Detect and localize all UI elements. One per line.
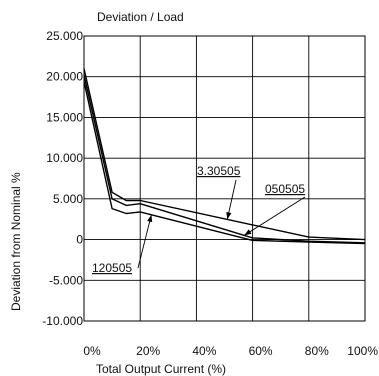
annotation-label-050505: 050505 xyxy=(265,182,305,196)
annotation-leader xyxy=(243,196,306,236)
y-tick-label: 25.000 xyxy=(46,29,83,43)
y-tick-label: 20.000 xyxy=(46,70,83,84)
y-tick-label: -5.000 xyxy=(49,273,83,287)
y-tick-label: 10.000 xyxy=(46,151,83,165)
x-tick-label: 60% xyxy=(249,344,273,358)
series-line-120505 xyxy=(83,81,366,245)
y-axis-label: Deviation from Nominal % xyxy=(9,172,23,311)
annotation-arrowhead xyxy=(226,212,232,220)
series-line-3.30505 xyxy=(83,68,366,241)
x-tick-label: 0% xyxy=(83,344,101,358)
x-tick-label: 80% xyxy=(305,344,329,358)
annotation-label-3.30505: 3.30505 xyxy=(197,164,241,178)
y-tick-label: 0 xyxy=(76,233,83,247)
gridlines xyxy=(84,36,365,321)
x-tick-label: 100% xyxy=(347,344,378,358)
y-tick-label: 5.000 xyxy=(53,192,83,206)
x-tick-label: 20% xyxy=(136,344,160,358)
x-tick-label: 40% xyxy=(192,344,216,358)
tick-labels: 25.000 20.000 15.000 10.000 5.000 0 -5.000 -10.… xyxy=(42,29,378,358)
series-line-050505 xyxy=(83,74,366,244)
x-axis-label: Total Output Current (%) xyxy=(96,362,226,376)
y-tick-label: -10.000 xyxy=(42,314,83,328)
series-lines xyxy=(83,68,366,245)
annotation-leader xyxy=(137,214,152,269)
annotation-arrowhead xyxy=(244,229,252,236)
annotations: 3.30505 050505 120505 xyxy=(92,164,305,275)
plot-frame xyxy=(83,35,366,322)
y-tick-label: 15.000 xyxy=(46,110,83,124)
annotation-label-120505: 120505 xyxy=(92,261,132,275)
annotation-arrowhead xyxy=(147,214,153,223)
chart-title: Deviation / Load xyxy=(97,10,184,24)
